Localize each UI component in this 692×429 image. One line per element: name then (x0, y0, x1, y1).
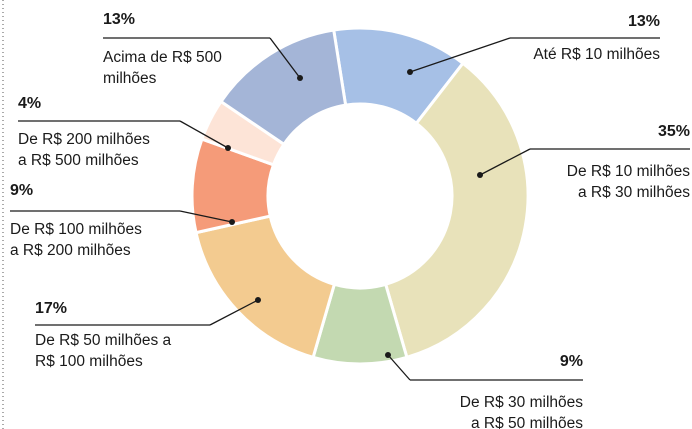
category-label: a R$ 30 milhões (578, 184, 690, 201)
leader-dot (407, 69, 413, 75)
value-label: 13% (103, 11, 135, 28)
leader-dot (225, 145, 231, 151)
category-label: De R$ 200 milhões (18, 131, 150, 148)
leader-line (209, 299, 259, 326)
value-label: 9% (10, 182, 33, 199)
leader-dot (255, 297, 261, 303)
leader-dot (385, 352, 391, 358)
slice (194, 214, 337, 360)
leader-line (479, 148, 531, 176)
leader-dot (229, 219, 235, 225)
slice (218, 28, 348, 147)
category-label: Até R$ 10 milhões (533, 46, 660, 63)
leader-line (179, 120, 229, 149)
category-label: De R$ 30 milhões (460, 394, 583, 411)
category-label: Acima de R$ 500 (103, 49, 222, 66)
category-label: a R$ 500 milhões (18, 152, 139, 169)
category-label: a R$ 50 milhões (471, 415, 583, 429)
leader-line (179, 210, 233, 223)
category-label: a R$ 200 milhões (10, 242, 131, 259)
value-label: 13% (628, 13, 660, 30)
category-label: De R$ 100 milhões (10, 221, 142, 238)
category-label: milhões (103, 70, 157, 87)
leader-line (409, 37, 511, 73)
leader-line (269, 37, 301, 79)
category-label: De R$ 50 milhões a (35, 332, 172, 349)
leader-line (387, 354, 411, 381)
category-label: R$ 100 milhões (35, 353, 143, 370)
slice (383, 61, 530, 360)
value-label: 35% (658, 123, 690, 140)
leader-dot (477, 172, 483, 178)
value-label: 9% (560, 353, 583, 370)
value-label: 4% (18, 95, 41, 112)
value-label: 17% (35, 300, 67, 317)
category-label: De R$ 10 milhões (567, 163, 690, 180)
leader-dot (297, 75, 303, 81)
